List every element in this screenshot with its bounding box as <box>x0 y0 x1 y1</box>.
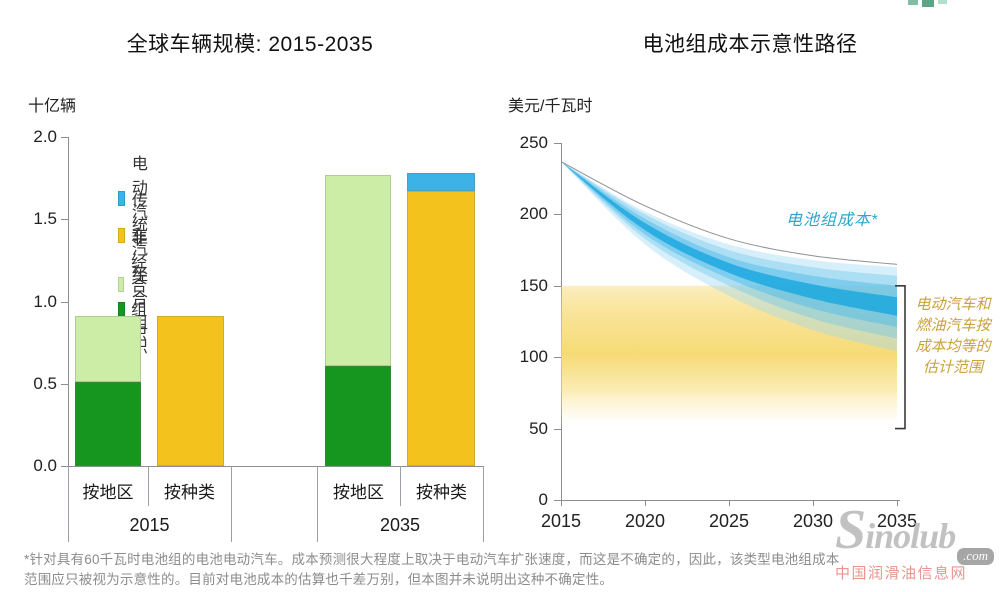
legend-item-2: 传统汽车 <box>118 187 156 283</box>
right-x-tick-label: 2025 <box>708 511 750 531</box>
right-y-axis-line <box>561 143 562 500</box>
watermark-domain: .com <box>957 548 994 565</box>
right-y-tick-mark <box>554 500 561 501</box>
right-x-tick-mark <box>813 500 814 506</box>
legend-swatch-icon <box>118 190 125 206</box>
category-divider <box>148 466 149 506</box>
legend-swatch-icon <box>118 301 125 317</box>
year-divider <box>68 506 69 542</box>
right-chart-title: 电池组成本示意性路径 <box>642 33 858 56</box>
bar-segment-传统汽车 <box>407 191 475 466</box>
left-y-tick-mark <box>61 466 68 467</box>
category-label: 按种类 <box>416 483 467 502</box>
left-chart-title: 全球车辆规模: 2015-2035 <box>126 33 374 56</box>
year-divider <box>231 506 232 542</box>
right-x-tick-mark <box>561 500 562 506</box>
right-x-axis-line <box>561 500 900 501</box>
year-label: 2035 <box>379 515 421 535</box>
watermark-brand: Sinolub <box>835 499 956 561</box>
footnote-line-1: *针对具有60千瓦时电池组的电池电动汽车。成本预测很大程度上取决于电动汽车扩张速… <box>24 552 840 567</box>
legend-swatch-icon <box>118 227 125 243</box>
legend-label: 传统汽车 <box>131 193 148 282</box>
right-y-tick-mark <box>554 357 561 359</box>
right-x-tick-mark <box>645 500 646 506</box>
left-y-tick-mark <box>61 383 68 385</box>
right-x-tick-label: 2035 <box>876 511 918 531</box>
category-divider <box>317 466 318 506</box>
right-y-tick-label: 50 <box>529 418 548 438</box>
left-y-tick-label: 0.5 <box>33 373 57 393</box>
battery-cost-band-mid <box>561 161 897 339</box>
battery-cost-band-inner <box>561 161 897 328</box>
parity-range-bracket <box>895 285 906 430</box>
footnote-line-2: 范围应只被视为示意性的。目前对电池成本的估算也千差万别，但本图并未说明出这种不确… <box>24 572 614 587</box>
right-x-tick-label: 2015 <box>540 511 582 531</box>
year-divider <box>483 506 484 542</box>
left-y-tick-label: 1.0 <box>33 291 57 311</box>
left-y-tick-mark <box>61 301 68 303</box>
right-y-tick-mark <box>554 428 561 430</box>
year-divider <box>317 506 318 542</box>
right-y-tick-mark <box>554 214 561 216</box>
right-y-tick-mark <box>554 143 561 144</box>
cost-parity-range-annotation: 电动汽车和 燃油汽车按 成本均等的 估计范围 <box>915 296 991 376</box>
right-y-tick-label: 200 <box>519 204 548 224</box>
right-y-tick-label: 150 <box>519 275 548 295</box>
bar-segment-非经合组织 <box>325 174 391 366</box>
bar-segment-非经合组织 <box>75 316 141 383</box>
watermark: Sinolub .com 中国润滑油信息网 <box>835 499 1000 583</box>
left-y-tick-label: 2.0 <box>33 127 57 146</box>
left-y-tick-mark <box>61 137 68 138</box>
right-y-tick-label: 250 <box>519 133 548 152</box>
right-x-tick-mark <box>729 500 730 506</box>
left-y-tick-label: 0.0 <box>33 456 57 475</box>
category-label: 按种类 <box>164 483 215 502</box>
left-y-axis-unit: 十亿辆 <box>28 98 77 115</box>
right-y-axis-unit: 美元/千瓦时 <box>508 98 593 115</box>
battery-cost-band-core <box>561 161 897 316</box>
right-x-tick-label: 2030 <box>792 511 834 531</box>
bar-segment-电动汽车 <box>407 173 475 192</box>
category-divider <box>400 466 401 506</box>
left-y-tick-label: 1.5 <box>33 209 57 229</box>
legend-item-1: 电动汽车 <box>118 150 156 246</box>
legend-label: 电动汽车 <box>131 156 148 245</box>
parity-cost-band <box>561 285 897 429</box>
category-divider <box>231 466 232 506</box>
legend-swatch-icon <box>118 276 125 292</box>
category-divider <box>483 466 484 506</box>
left-y-tick-mark <box>61 219 68 221</box>
category-label: 按地区 <box>82 483 134 502</box>
year-label: 2015 <box>129 515 170 535</box>
right-y-tick-label: 0 <box>538 490 548 509</box>
left-y-axis-line <box>68 137 69 466</box>
right-x-tick-label: 2020 <box>624 511 666 531</box>
right-x-tick-mark <box>897 500 898 506</box>
bar-segment-传统汽车 <box>157 316 224 466</box>
battery-pack-cost-annotation: 电池组成本* <box>786 212 879 229</box>
battery-cost-band-outer <box>561 161 897 352</box>
right-y-tick-label: 100 <box>519 347 548 367</box>
right-y-tick-mark <box>554 285 561 287</box>
watermark-caption: 中国润滑油信息网 <box>835 565 968 582</box>
category-label: 按地区 <box>333 483 384 502</box>
category-divider <box>68 466 69 506</box>
bar-segment-经合组织 <box>325 365 391 466</box>
left-x-axis-line <box>68 466 483 467</box>
bar-segment-经合组织 <box>75 382 141 466</box>
